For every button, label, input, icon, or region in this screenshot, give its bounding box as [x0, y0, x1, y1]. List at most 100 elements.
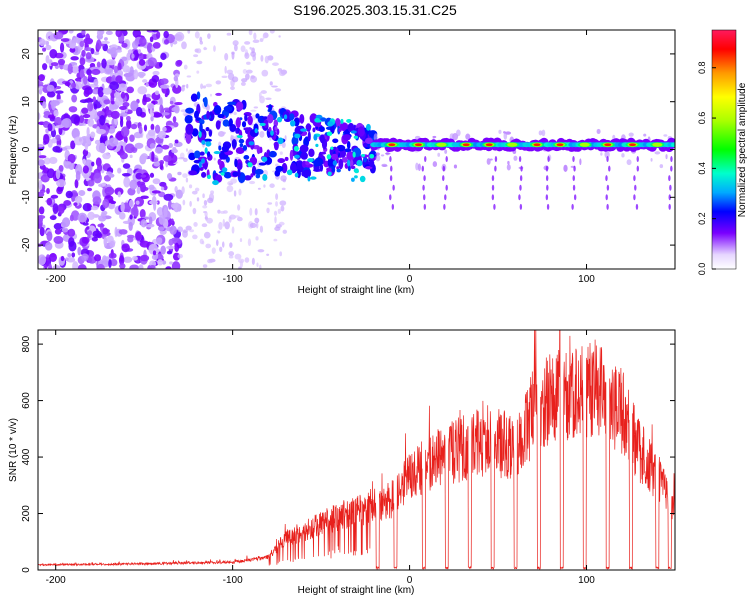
heatmap-cell: [113, 65, 119, 74]
heatmap-cell: [189, 200, 192, 207]
heatmap-cell: [43, 157, 51, 165]
heatmap-cell: [82, 113, 91, 119]
heatmap-cell: [140, 195, 149, 200]
heatmap-cell: [129, 134, 135, 142]
heatmap-cell: [233, 111, 237, 116]
heatmap-cell: [182, 230, 188, 238]
heatmap-cell: [250, 75, 258, 83]
heatmap-cell: [117, 167, 122, 174]
heatmap-cell: [163, 207, 168, 218]
heatmap-cell: [340, 118, 344, 124]
heatmap-cell: [215, 239, 219, 246]
heatmap-cell: [122, 65, 131, 73]
heatmap-cell: [71, 252, 76, 258]
heatmap-cell: [346, 119, 352, 123]
heatmap-cell: [252, 39, 260, 44]
heatmap-cell: [120, 91, 126, 99]
heatmap-cell: [136, 71, 146, 77]
heatmap-cell: [272, 62, 279, 66]
heatmap-cell: [113, 91, 121, 99]
heatmap-cell: [572, 175, 575, 182]
heatmap-cell: [281, 187, 286, 191]
heatmap-cell: [150, 123, 155, 131]
heatmap-cell: [82, 165, 89, 174]
heatmap-cell: [71, 82, 77, 89]
heatmap-cell: [188, 152, 196, 161]
heatmap-cell: [240, 81, 246, 86]
heatmap-cell: [38, 159, 45, 167]
heatmap-cell: [166, 173, 173, 180]
heatmap-cell: [177, 171, 182, 176]
heatmap-cell: [46, 187, 50, 194]
heatmap-cell: [57, 58, 66, 66]
heatmap-cell: [161, 144, 170, 150]
heatmap-cell: [185, 107, 194, 114]
heatmap-cell: [336, 166, 340, 170]
snr-ytick-label: 600: [21, 392, 32, 409]
heatmap-cell: [174, 101, 183, 106]
heatmap-cell: [251, 165, 257, 176]
heatmap-cell: [246, 61, 251, 65]
heatmap-cell: [275, 193, 279, 200]
heatmap-cell: [442, 165, 446, 172]
heatmap-cell: [250, 109, 257, 112]
heatmap-cell: [107, 202, 116, 210]
heatmap-cell: [231, 226, 235, 234]
heatmap-cell: [91, 236, 98, 242]
heatmap-cell: [175, 189, 183, 199]
heatmap-cell: [126, 86, 135, 94]
heatmap-cell: [152, 42, 161, 49]
heatmap-cell: [149, 143, 156, 149]
heatmap-cell: [106, 59, 116, 66]
heatmap-cell: [122, 163, 131, 169]
heatmap-cell: [71, 94, 78, 103]
heatmap-cell: [162, 126, 167, 132]
heatmap-cell: [235, 117, 241, 129]
heatmap-cell: [342, 134, 351, 141]
heatmap-cell: [217, 113, 225, 119]
heatmap-cell: [344, 148, 352, 153]
heatmap-cell: [621, 153, 625, 158]
heatmap-cell: [228, 251, 235, 257]
heatmap-cell: [151, 74, 160, 83]
heatmap-cell: [38, 88, 43, 95]
heatmap-cell: [257, 249, 265, 253]
heatmap-cell: [262, 173, 268, 181]
heatmap-cell: [165, 266, 172, 269]
heatmap-cell: [151, 151, 155, 162]
heatmap-cell: [519, 203, 523, 210]
heatmap-cell: [147, 129, 156, 137]
colorbar-label: Normalized spectral amplitude: [737, 82, 748, 217]
heatmap-cell: [264, 55, 269, 64]
spectrogram-ytick-label: 10: [21, 96, 32, 108]
heatmap-cell: [49, 215, 57, 221]
heatmap-cell: [120, 126, 130, 137]
heatmap-cell: [491, 184, 495, 191]
heatmap-cell: [65, 190, 73, 199]
heatmap-cell: [65, 257, 69, 261]
heatmap-cell: [268, 150, 277, 158]
heatmap-cell: [314, 117, 321, 123]
heatmap-cell: [222, 131, 226, 135]
heatmap-cell: [224, 65, 227, 74]
heatmap-cell: [241, 78, 248, 83]
heatmap-cell: [70, 140, 76, 150]
heatmap-cell: [307, 176, 311, 182]
heatmap-cell: [206, 151, 211, 157]
heatmap-cell: [101, 210, 108, 216]
heatmap-cell: [331, 166, 336, 173]
heatmap-cell: [256, 146, 261, 155]
heatmap-cell: [87, 118, 94, 127]
spectrogram-xtick-label: -100: [223, 274, 243, 285]
heatmap-cell: [125, 115, 131, 121]
heatmap-cell: [83, 75, 88, 85]
heatmap-cell: [231, 76, 239, 83]
heatmap-cell: [66, 257, 76, 263]
heatmap-cell: [392, 184, 395, 191]
heatmap-cell: [158, 130, 167, 139]
heatmap-cell: [204, 147, 208, 154]
heatmap-cell: [154, 146, 163, 154]
heatmap-cell: [280, 205, 285, 212]
heatmap-cell: [249, 180, 256, 185]
heatmap-cell: [152, 70, 160, 76]
